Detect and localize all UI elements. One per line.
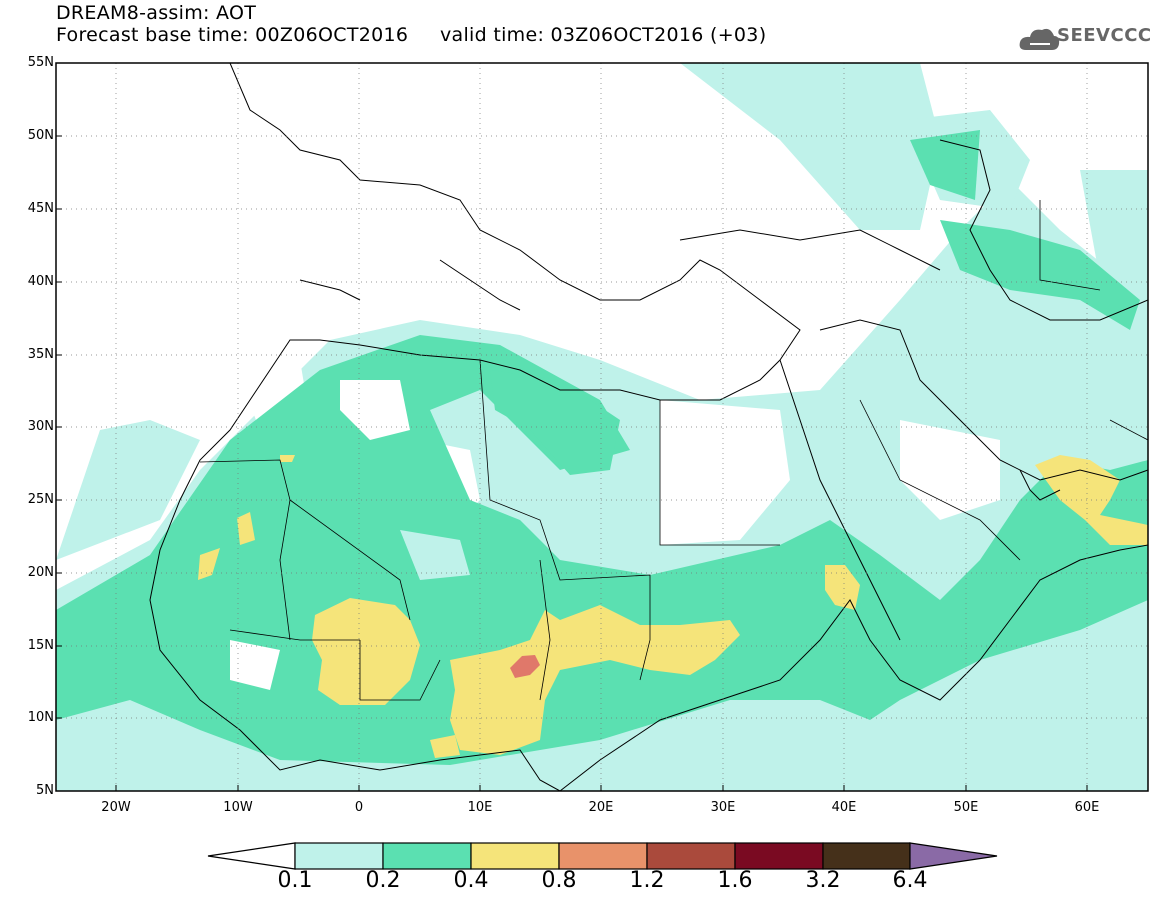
gridlines: [56, 63, 1148, 791]
y-tick-label: 40N: [27, 274, 54, 289]
axis-ticks: [56, 62, 1088, 791]
y-tick-label: 45N: [27, 201, 54, 216]
x-tick-label: 60E: [1074, 800, 1100, 815]
y-tick-label: 55N: [27, 55, 54, 70]
colorbar-tick-label: 0.1: [277, 868, 313, 893]
chart-title: DREAM8-assim: AOT: [56, 2, 257, 24]
x-tick-label: 50E: [953, 800, 979, 815]
x-tick-label: 30E: [710, 800, 736, 815]
logo-text: SEEVCCC: [1057, 25, 1152, 46]
x-tick-label: 20W: [101, 800, 131, 815]
y-tick-label: 50N: [27, 128, 54, 143]
y-tick-label: 35N: [27, 347, 54, 362]
y-tick-label: 5N: [36, 783, 54, 798]
colorbar-tick-label: 0.4: [453, 868, 489, 893]
x-tick-label: 40E: [831, 800, 857, 815]
colorbar-tick-label: 0.8: [541, 868, 577, 893]
y-tick-label: 20N: [27, 565, 54, 580]
country-borders: [199, 200, 1148, 701]
y-tick-label: 15N: [27, 638, 54, 653]
cloud-logo-icon: [1019, 28, 1060, 50]
y-tick-label: 30N: [27, 419, 54, 434]
forecast-time-subtitle: Forecast base time: 00Z06OCT2016 valid t…: [56, 24, 767, 46]
colorbar-tick-label: 0.2: [365, 868, 401, 893]
colorbar-tick-label: 6.4: [892, 868, 928, 893]
x-tick-label: 0: [354, 800, 364, 815]
aot-field: [56, 63, 1148, 791]
x-tick-label: 10E: [467, 800, 493, 815]
y-tick-label: 10N: [27, 710, 54, 725]
colorbar-tick-label: 1.6: [717, 868, 753, 893]
colorbar-tick-label: 1.2: [629, 868, 665, 893]
x-tick-label: 20E: [588, 800, 614, 815]
y-tick-label: 25N: [27, 492, 54, 507]
colorbar-tick-label: 3.2: [805, 868, 841, 893]
x-tick-label: 10W: [223, 800, 253, 815]
coastlines: [149, 63, 1148, 791]
